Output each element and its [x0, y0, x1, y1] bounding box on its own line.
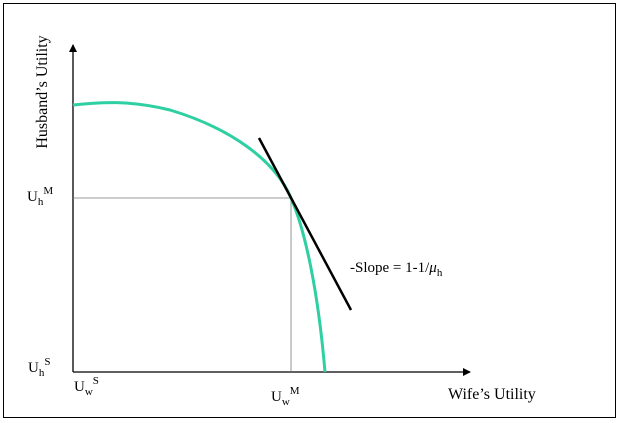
uwm-label: UwM	[271, 385, 300, 408]
utility-frontier-curve	[72, 101, 327, 373]
figure-frame	[3, 3, 616, 418]
uhm-label: UhM	[27, 185, 53, 208]
x-axis-label: Wife’s Utility	[448, 386, 536, 403]
uws-label: UwS	[74, 375, 99, 398]
slope-annotation: -Slope = 1-1/μh	[350, 260, 443, 279]
y-axis-label: Husband’s Utility	[34, 35, 51, 148]
tangent-line	[257, 137, 353, 311]
uhs-label: UhS	[28, 356, 50, 379]
